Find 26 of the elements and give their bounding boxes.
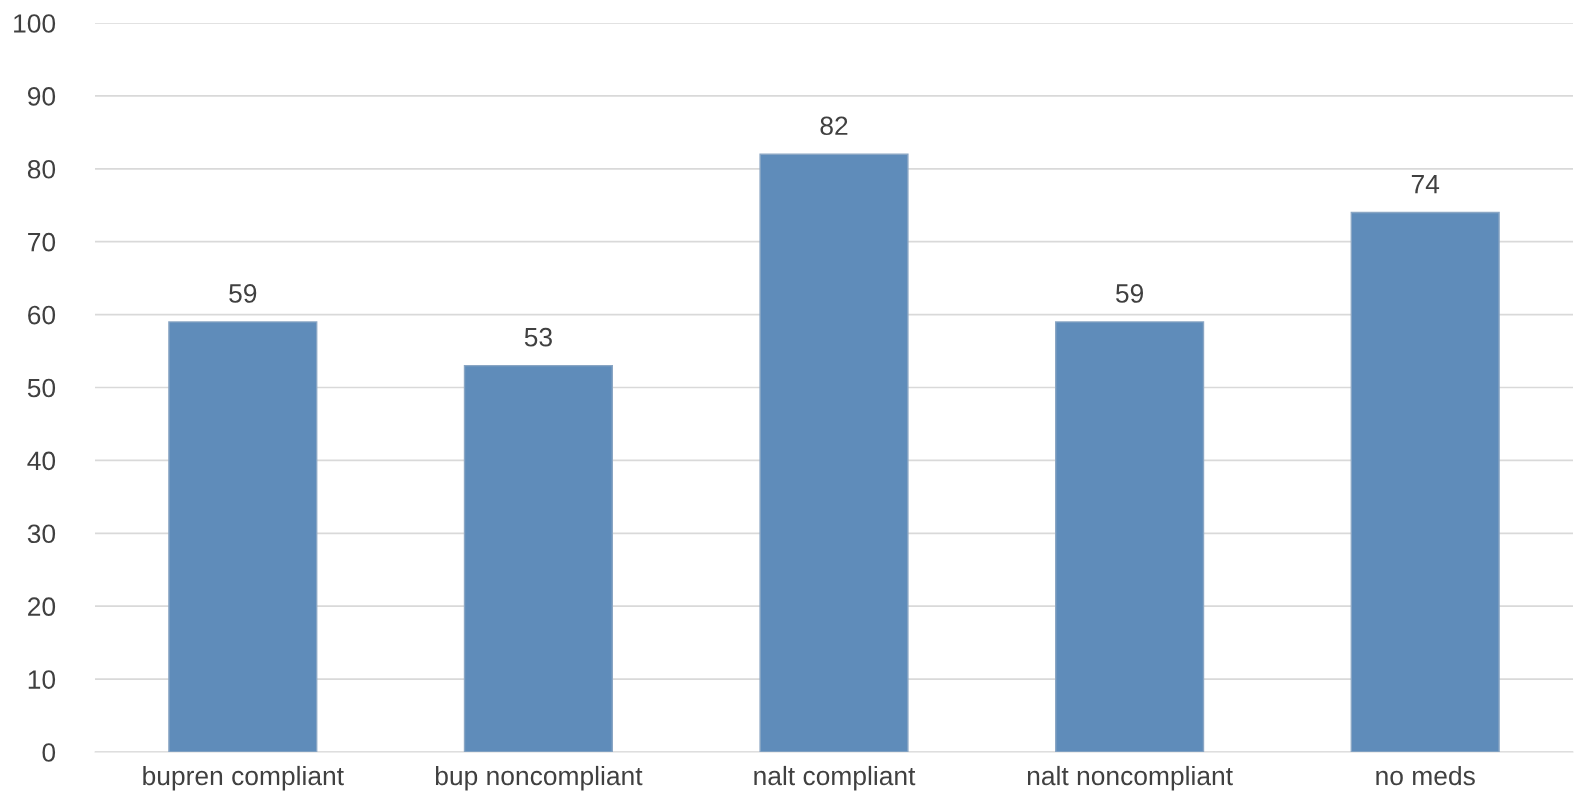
y-tick-label: 40 [27,451,56,471]
bar [463,364,613,752]
data-label: 82 [820,116,848,136]
x-tick-label: bup noncompliant [435,765,643,791]
y-tick-label: 50 [27,378,56,398]
data-label: 74 [1411,175,1440,194]
y-tick-label: 0 [42,743,56,762]
x-tick-label: no meds [1376,765,1475,786]
y-tick-label: 30 [27,524,56,544]
bar [759,153,909,752]
data-label: 53 [524,327,552,347]
data-label: 59 [229,284,257,303]
bar [1055,321,1205,752]
y-tick-label: 80 [27,159,56,179]
x-tick-label: nalt noncompliant [1027,765,1233,791]
y-tick-label: 60 [28,305,56,325]
y-tick-label: 90 [28,87,56,106]
y-tick-label: 70 [28,232,56,252]
y-tick-label: 100 [14,14,56,33]
data-label: 59 [1115,284,1144,303]
x-tick-label: nalt compliant [754,765,916,791]
y-tick-label: 20 [28,597,56,617]
y-tick-label: 10 [28,670,56,689]
x-tick-label: bupren compliant [143,765,344,791]
bar [1350,211,1500,752]
bar [168,321,318,752]
